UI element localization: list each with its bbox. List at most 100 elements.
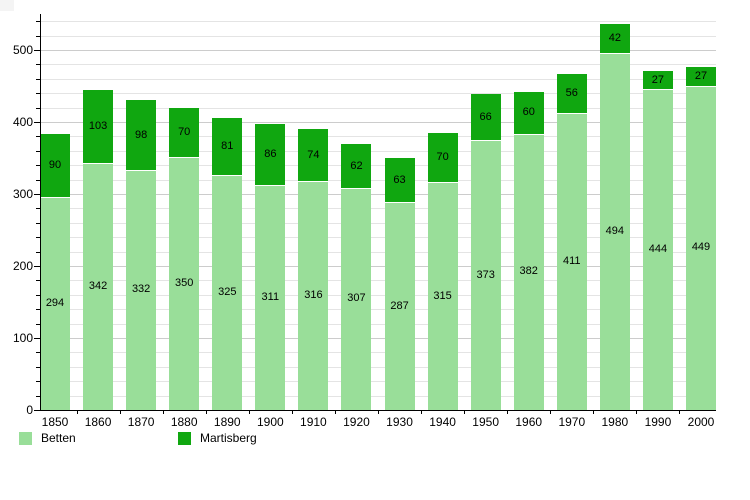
value-label-martisberg: 42: [608, 32, 621, 45]
value-label-betten: 311: [261, 291, 280, 304]
gridline-major: [41, 50, 716, 51]
corner-artifact: [0, 0, 14, 11]
x-axis-label: 1990: [644, 415, 672, 429]
y-axis: [40, 14, 41, 411]
bar-segment-martisberg: [599, 24, 630, 55]
bar-segment-martisberg: [384, 158, 415, 204]
y-axis-tick: [36, 165, 40, 167]
y-axis-tick: [34, 194, 40, 195]
y-axis-tick: [36, 294, 40, 296]
gridline-minor: [41, 251, 716, 253]
gridline-minor: [41, 78, 716, 80]
y-axis-tick: [36, 150, 40, 152]
legend-swatch-betten-icon: [19, 431, 32, 445]
x-axis-tick: [550, 411, 552, 414]
bar-segment-betten: [212, 176, 243, 410]
y-axis-tick: [34, 338, 40, 339]
value-label-betten: 342: [88, 279, 108, 292]
gridline-minor: [41, 222, 716, 224]
y-axis-tick: [36, 64, 40, 66]
gridline-minor: [41, 294, 716, 296]
x-axis-tick: [248, 411, 250, 414]
bar-segment-betten: [599, 54, 630, 410]
bar-segment-martisberg: [40, 133, 70, 199]
x-axis-tick: [421, 411, 423, 414]
legend-label-betten: Betten: [41, 431, 76, 445]
value-label-martisberg: 90: [48, 158, 62, 171]
gridline-minor: [41, 323, 716, 325]
legend-item-betten: Betten: [19, 431, 76, 445]
x-axis-tick: [291, 411, 293, 414]
bar-segment-martisberg: [642, 70, 673, 91]
x-axis-label: 1940: [429, 415, 456, 429]
bar-segment-martisberg: [686, 67, 716, 87]
value-label-betten: 350: [175, 277, 194, 289]
bar-segment-betten: [384, 203, 415, 410]
y-axis-tick: [36, 107, 40, 109]
gridline-minor: [41, 366, 716, 368]
value-label-martisberg: 56: [565, 86, 578, 99]
bar-segment-betten: [642, 90, 673, 410]
bar-segment-martisberg: [212, 117, 243, 176]
bar-segment-martisberg: [255, 124, 286, 187]
bar-segment-betten: [513, 134, 544, 410]
y-axis-tick: [36, 35, 40, 37]
gridline-minor: [41, 165, 716, 167]
x-axis-label: 1950: [472, 415, 499, 429]
gridline-major: [41, 122, 716, 123]
bar-segment-betten: [427, 183, 458, 410]
value-label-martisberg: 60: [522, 106, 535, 119]
value-label-betten: 373: [476, 268, 495, 281]
x-axis-label: 1980: [601, 415, 629, 429]
y-axis-tick: [36, 78, 40, 80]
bar-segment-martisberg: [470, 93, 501, 142]
x-axis-tick: [334, 411, 336, 414]
x-axis-tick: [162, 411, 164, 414]
y-axis-label: 200: [12, 259, 33, 273]
value-label-betten: 325: [218, 286, 237, 298]
legend-label-martisberg: Martisberg: [200, 431, 257, 445]
bar-segment-betten: [40, 198, 70, 410]
gridline-minor: [41, 208, 716, 210]
gridline-minor: [41, 352, 716, 354]
bar-segment-betten: [83, 163, 114, 410]
value-label-betten: 494: [605, 225, 625, 238]
value-label-betten: 332: [131, 283, 151, 296]
y-axis-tick: [36, 136, 40, 138]
y-axis-tick: [36, 208, 40, 210]
x-axis-label: 1910: [300, 415, 327, 429]
y-axis-tick: [34, 266, 40, 267]
x-axis: [40, 410, 716, 411]
bar-segment-betten: [298, 182, 329, 410]
x-axis-label: 1860: [84, 415, 112, 429]
x-axis-label: 1850: [41, 415, 69, 429]
bar-segment-betten: [126, 170, 157, 410]
gridline-minor: [41, 237, 716, 239]
y-axis-tick: [36, 309, 40, 311]
gridline-minor: [41, 280, 716, 282]
value-label-betten: 315: [433, 289, 452, 302]
value-label-martisberg: 63: [393, 173, 406, 186]
x-axis-label: 1880: [170, 415, 198, 429]
gridline-major: [41, 266, 716, 267]
bar-segment-betten: [556, 114, 587, 410]
gridline-minor: [41, 179, 716, 181]
gridline-minor: [41, 64, 716, 66]
value-label-betten: 307: [347, 292, 366, 305]
gridline-minor: [41, 309, 716, 311]
y-axis-label: 500: [12, 43, 33, 57]
value-label-betten: 444: [648, 243, 668, 256]
value-label-martisberg: 70: [436, 151, 449, 163]
gridline-minor: [41, 150, 716, 152]
y-axis-tick: [34, 410, 40, 411]
value-label-betten: 287: [390, 299, 409, 312]
gridline-minor: [41, 21, 716, 23]
bar-segment-betten: [470, 141, 501, 410]
value-label-martisberg: 74: [307, 148, 320, 161]
y-axis-tick: [36, 381, 40, 383]
y-axis-label: 100: [12, 331, 33, 345]
gridline-major: [41, 194, 716, 195]
bar-segment-martisberg: [341, 144, 372, 189]
gridline-minor: [41, 107, 716, 109]
bar-segment-martisberg: [169, 107, 200, 158]
